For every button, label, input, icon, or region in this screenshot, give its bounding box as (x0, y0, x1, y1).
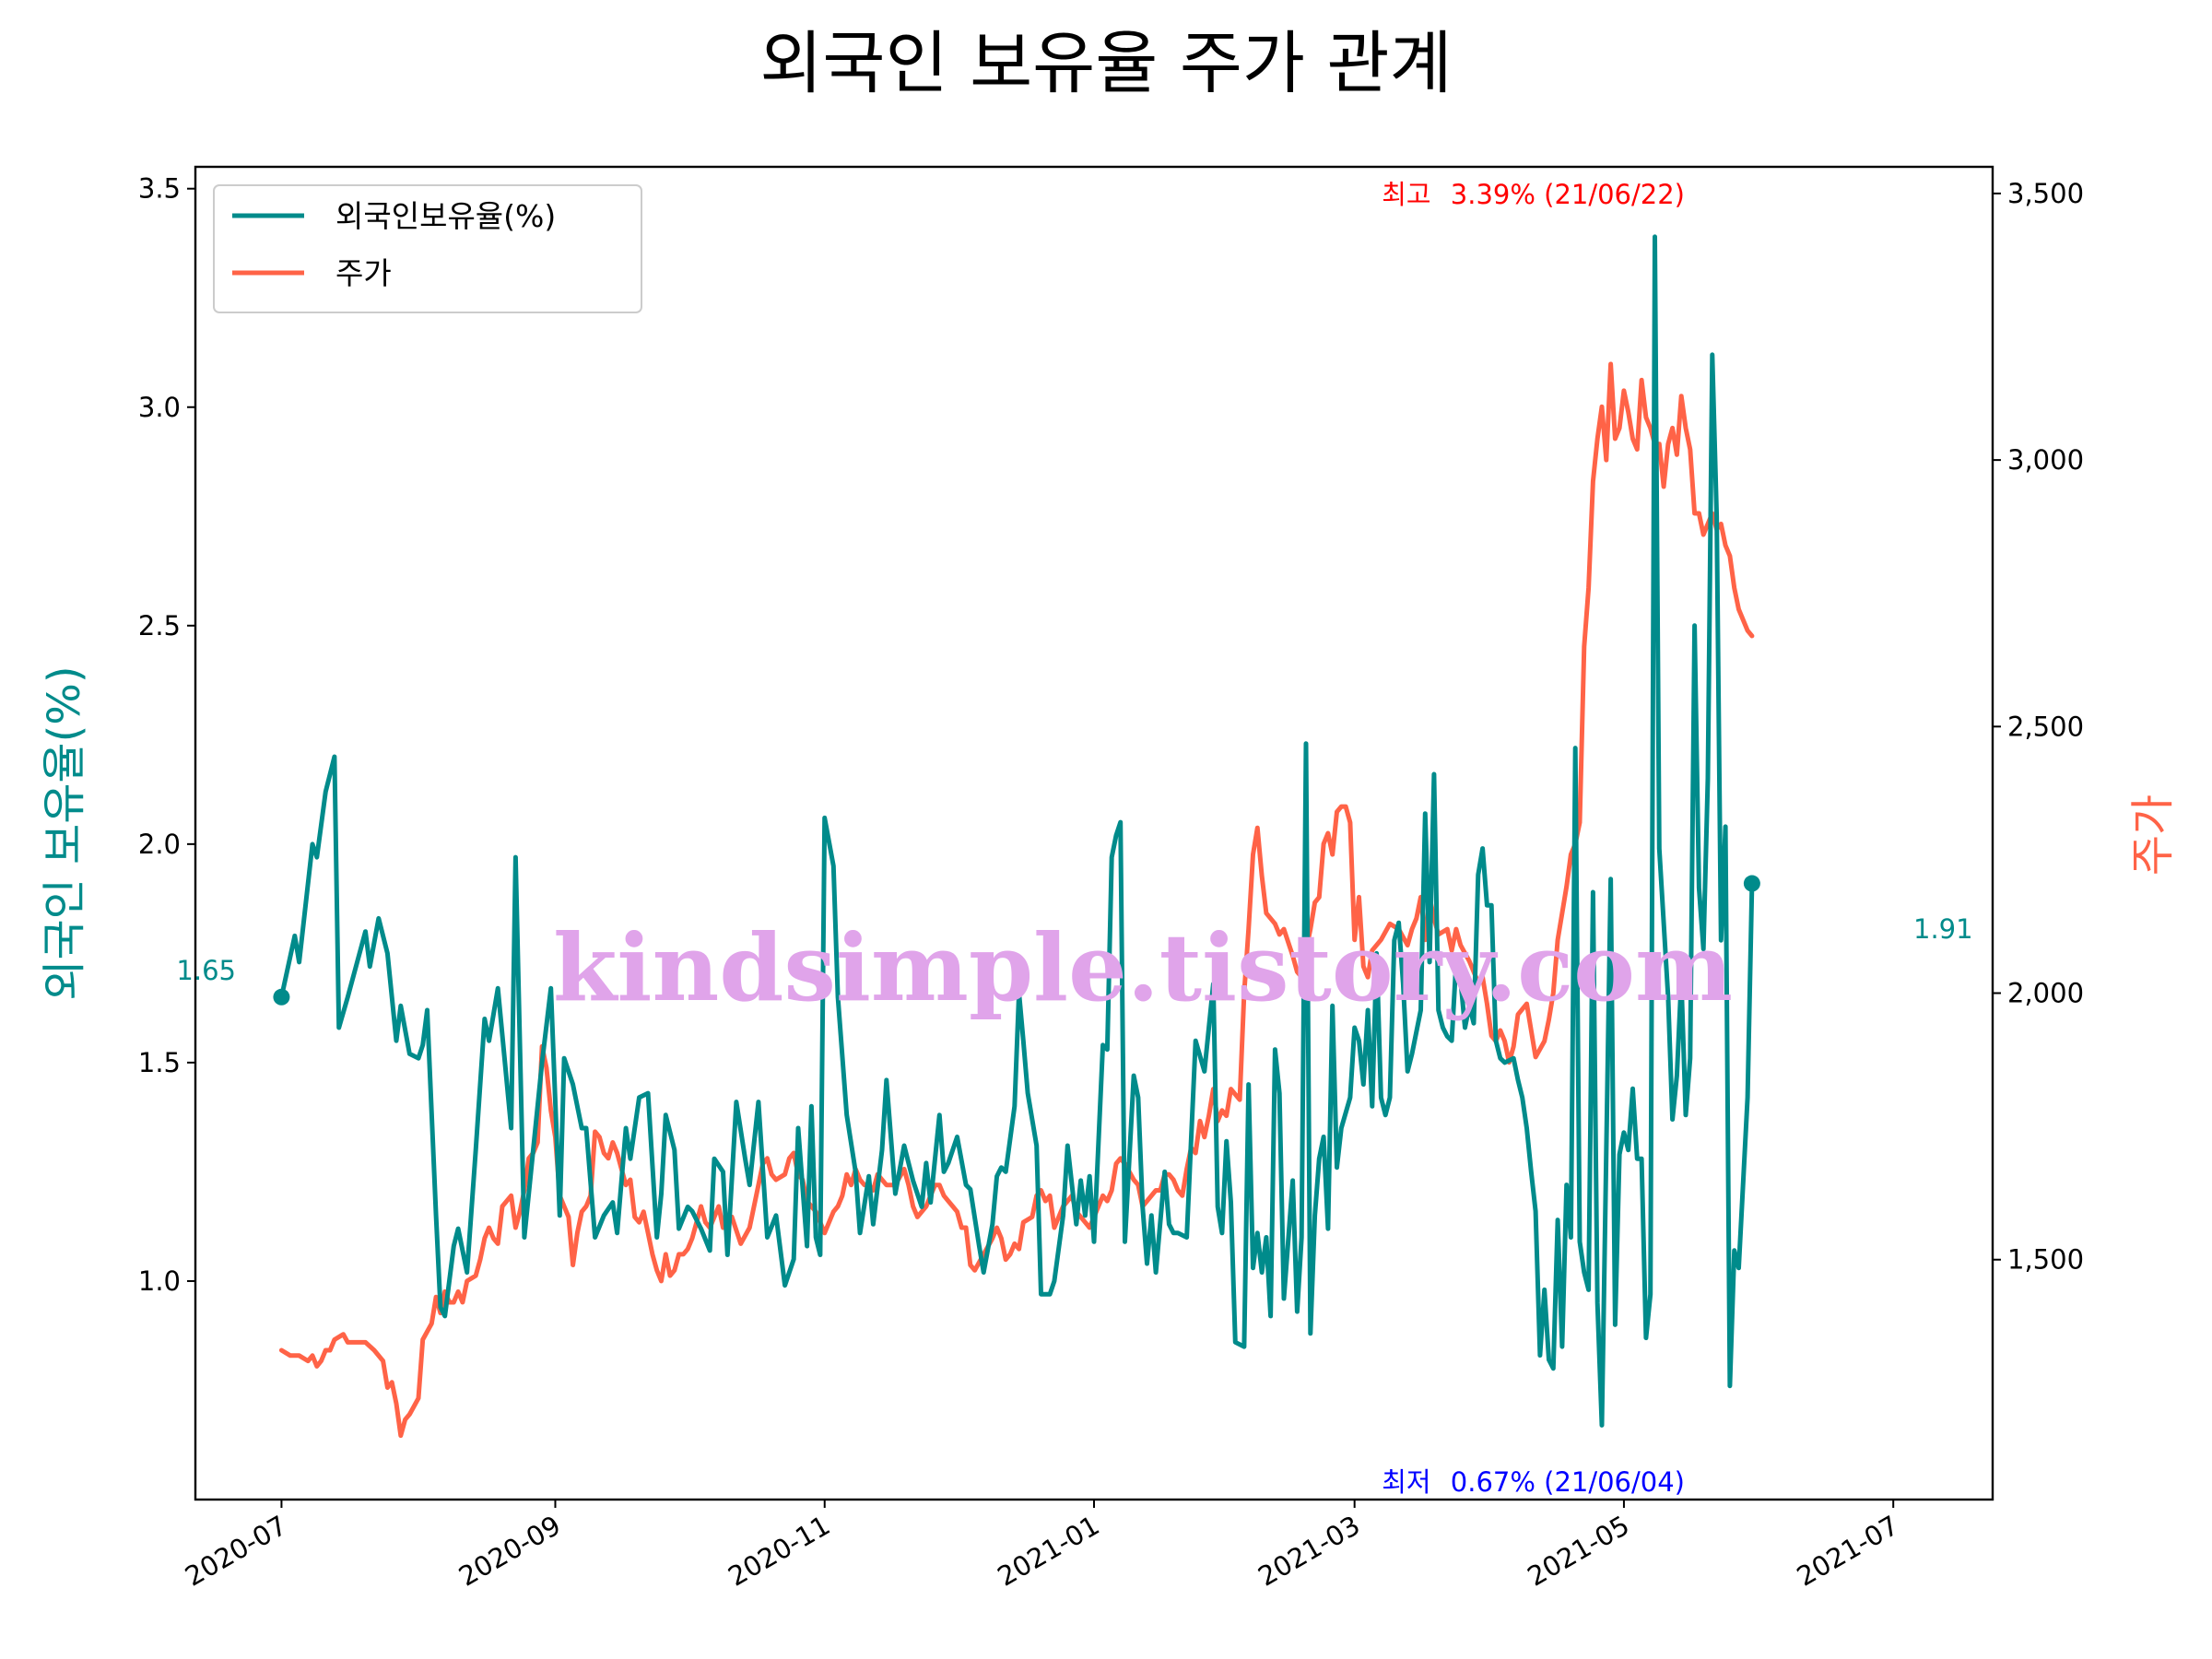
right-y-tick-label: 3,000 (2007, 444, 2084, 476)
series-line-price (278, 361, 1755, 1439)
end-point-marker (1743, 875, 1760, 892)
left-y-axis: 1.0 1.5 2.0 2.5 3.0 3.5 (138, 173, 195, 1297)
legend-label-ownership: 외국인보유율(%) (335, 198, 556, 234)
start-point-marker (273, 988, 290, 1006)
start-value-label: 1.65 (176, 955, 236, 986)
series-line-ownership (278, 234, 1755, 1428)
right-y-tick-label: 3,500 (2007, 178, 2084, 209)
right-y-axis: 1,500 2,000 2,500 3,000 3,500 (1993, 178, 2084, 1276)
legend-box (213, 184, 642, 313)
legend-label-price: 주가 (335, 255, 392, 291)
min-annotation-value: 0.67% (21/06/04) (1451, 1466, 1685, 1498)
right-y-axis-title: 주가 (2127, 794, 2179, 876)
left-y-tick-label: 3.0 (138, 392, 181, 423)
legend: 외국인보유율(%) 주가 (213, 184, 642, 313)
right-y-tick-label: 1,500 (2007, 1244, 2084, 1276)
annotations: 1.65 1.91 최고 3.39% (21/06/22) 최저 0.67% (… (176, 179, 1972, 1498)
left-y-tick-label: 3.5 (138, 173, 181, 205)
left-y-axis-title: 외국인 보유율(%) (39, 665, 90, 1000)
max-annotation: 최고 3.39% (21/06/22) (1382, 179, 1685, 210)
min-annotation: 최저 0.67% (21/06/04) (1382, 1466, 1685, 1498)
right-y-tick-label: 2,000 (2007, 978, 2084, 1009)
left-y-tick-label: 2.0 (138, 829, 181, 860)
left-y-tick-label: 2.5 (138, 610, 181, 641)
max-annotation-label: 최고 (1382, 179, 1430, 210)
left-y-tick-label: 1.5 (138, 1047, 181, 1078)
watermark: kindsimple.tistory.com (553, 913, 1733, 1022)
end-value-label: 1.91 (1913, 913, 1973, 945)
series-layer (273, 234, 1760, 1439)
chart-title: 외국인 보유율 주가 관계 (759, 24, 1452, 103)
right-y-tick-label: 2,500 (2007, 711, 2084, 742)
min-annotation-label: 최저 (1382, 1466, 1430, 1498)
max-annotation-value: 3.39% (21/06/22) (1451, 179, 1685, 210)
left-y-tick-label: 1.0 (138, 1265, 181, 1297)
